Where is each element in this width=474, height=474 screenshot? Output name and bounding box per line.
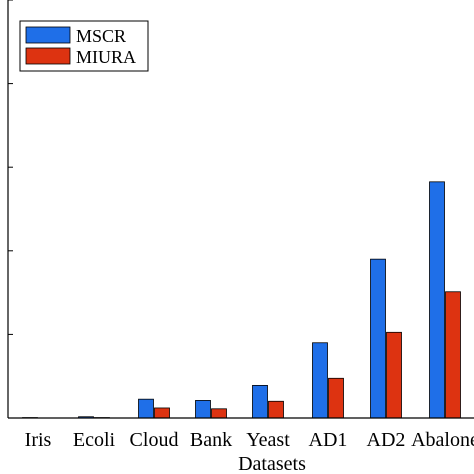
bar-miura-bank: [211, 408, 227, 419]
legend-swatch-mscr: [25, 26, 71, 44]
x-tick-labels: Iris Ecoli Cloud Bank Yeast AD1 AD2 Abalone: [25, 429, 474, 451]
x-tick-label-ad2: AD2: [367, 429, 406, 451]
x-axis-label: Datasets: [238, 453, 306, 474]
bar-mscr-yeast: [252, 384, 268, 419]
bar-miura-yeast: [268, 400, 284, 419]
legend-label-miura: MIURA: [76, 47, 136, 67]
x-tick-label-iris: Iris: [25, 429, 52, 451]
bar-mscr-cloud: [138, 398, 154, 419]
x-tick-label-abalone: Abalone: [411, 429, 474, 451]
bar-mscr-bank: [195, 400, 211, 419]
bar-mscr-ad1: [312, 342, 328, 419]
bar-miura-ad2: [386, 331, 402, 419]
x-tick-label-ecoli: Ecoli: [73, 429, 116, 451]
x-tick-label-ad1: AD1: [309, 429, 348, 451]
legend-swatch-miura: [25, 47, 71, 65]
bars: [22, 181, 461, 419]
bar-miura-cloud: [154, 407, 170, 419]
legend: MSCR MIURA: [19, 20, 149, 72]
x-tick-label-cloud: Cloud: [130, 429, 179, 451]
x-tick-label-yeast: Yeast: [246, 429, 290, 451]
bar-mscr-ad2: [370, 258, 386, 419]
x-tick-label-bank: Bank: [190, 429, 232, 451]
bar-miura-ad1: [328, 377, 344, 419]
legend-label-mscr: MSCR: [76, 26, 126, 46]
bar-mscr-abalone: [429, 181, 445, 419]
bar-miura-abalone: [445, 291, 461, 419]
